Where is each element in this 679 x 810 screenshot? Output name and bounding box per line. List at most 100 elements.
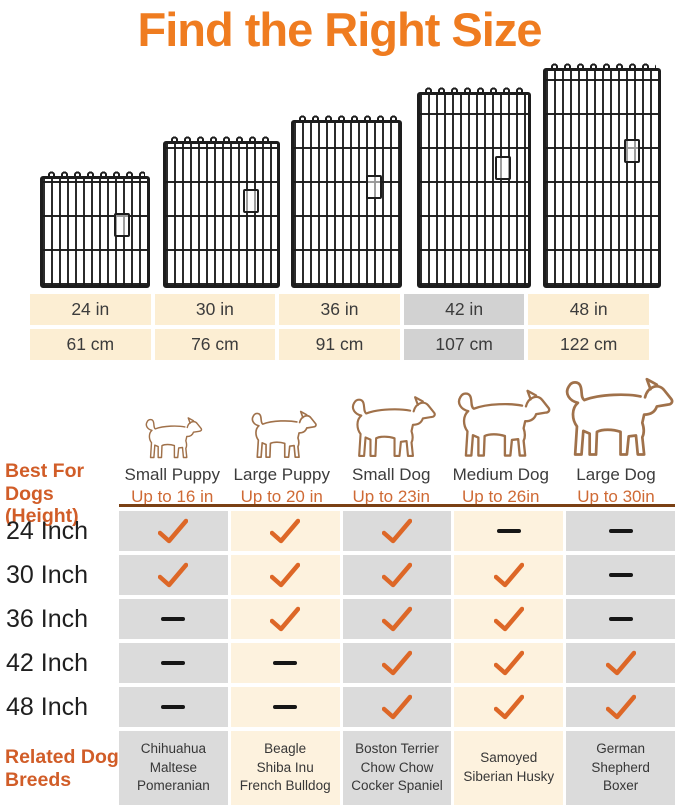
dog-name-label: Large Dog: [576, 465, 656, 484]
matrix-cell-dash: [230, 643, 340, 683]
check-icon: [493, 606, 524, 632]
size-cell-inches: 42 in: [403, 294, 525, 325]
matrix-row: [119, 555, 675, 595]
size-row-inches: 24 in 30 in 36 in 42 in 48 in: [30, 294, 649, 325]
check-icon: [381, 518, 412, 544]
dog-name-label: Medium Dog: [452, 465, 549, 484]
size-cell-inches: 30 in: [154, 294, 276, 325]
matrix-cell-check: [230, 555, 340, 595]
row-label-48-inch: 48 Inch: [6, 692, 89, 721]
dog-outline-icon: [246, 406, 318, 461]
matrix-cell-check: [119, 555, 228, 595]
check-icon: [381, 650, 412, 676]
dog-name-label: Small Dog: [352, 465, 431, 484]
dog-height-label: Up to 26in: [462, 487, 540, 506]
dog-column: Small Puppy Up to 16 in: [119, 370, 226, 507]
breed-cell: Chihuahua Maltese Pomeranian: [119, 731, 228, 805]
dog-height-label: Up to 30in: [577, 487, 655, 506]
dog-outline-icon: [345, 390, 437, 461]
matrix-row: [119, 511, 675, 551]
dog-size-header: Small Puppy Up to 16 in Large Puppy Up to 2…: [119, 370, 675, 506]
crate-image-2: [163, 135, 280, 288]
matrix-cell-check: [454, 555, 564, 595]
matrix-row: [119, 687, 675, 727]
dog-height-label: Up to 20 in: [240, 487, 323, 506]
dog-column: Large Dog Up to 30in: [557, 370, 675, 507]
dog-column: Large Puppy Up to 20 in: [229, 370, 336, 507]
size-cell-inches: 24 in: [30, 294, 151, 325]
fit-matrix: [119, 511, 675, 731]
crate-image-5: [543, 62, 661, 288]
check-icon: [381, 694, 412, 720]
dash-icon: [161, 660, 186, 666]
check-icon: [270, 562, 301, 588]
matrix-cell-check: [342, 555, 452, 595]
check-icon: [605, 694, 636, 720]
dog-height-label: Up to 23in: [352, 487, 431, 506]
size-cell-cm: 76 cm: [154, 329, 276, 360]
size-cell-cm: 91 cm: [279, 329, 400, 360]
dash-icon: [161, 704, 186, 710]
breed-cell: German Shepherd Boxer: [566, 731, 675, 805]
matrix-cell-check: [119, 511, 228, 551]
best-for-dogs-label: Best For Dogs (Height): [5, 460, 85, 528]
dash-icon: [161, 616, 186, 622]
check-icon: [158, 562, 189, 588]
matrix-row: [119, 643, 675, 683]
matrix-cell-dash: [119, 643, 228, 683]
header-divider-line: [119, 504, 675, 507]
matrix-row: [119, 599, 675, 639]
check-icon: [493, 650, 524, 676]
matrix-cell-check: [230, 511, 340, 551]
matrix-cell-dash: [566, 555, 675, 595]
dog-height-label: Up to 16 in: [131, 487, 214, 506]
size-cell-inches: 48 in: [528, 294, 649, 325]
check-icon: [158, 518, 189, 544]
dash-icon: [273, 660, 298, 666]
breed-cell: Samoyed Siberian Husky: [454, 731, 564, 805]
row-label-30-inch: 30 Inch: [6, 560, 89, 589]
dog-column: Small Dog Up to 23in: [338, 370, 445, 507]
breed-cell: Boston Terrier Chow Chow Cocker Spaniel: [342, 731, 452, 805]
related-breeds-label: Related Dog Breeds: [5, 746, 119, 791]
matrix-cell-dash: [566, 511, 675, 551]
matrix-cell-dash: [119, 599, 228, 639]
dog-outline-icon: [450, 383, 552, 461]
dog-outline-icon: [141, 413, 203, 461]
check-icon: [493, 694, 524, 720]
check-icon: [270, 606, 301, 632]
size-cell-cm: 122 cm: [528, 329, 649, 360]
matrix-cell-check: [230, 599, 340, 639]
page-title: Find the Right Size: [137, 3, 543, 56]
crate-image-4: [417, 86, 531, 288]
check-icon: [270, 518, 301, 544]
row-label-42-inch: 42 Inch: [6, 648, 89, 677]
check-icon: [381, 562, 412, 588]
row-label-36-inch: 36 Inch: [6, 604, 89, 633]
matrix-cell-check: [454, 687, 564, 727]
crate-image-3: [291, 114, 402, 288]
matrix-cell-check: [566, 643, 675, 683]
matrix-cell-check: [342, 643, 452, 683]
breeds-row: Chihuahua Maltese Pomeranian Beagle Shiba…: [119, 731, 675, 805]
dash-icon: [608, 528, 633, 534]
matrix-cell-check: [454, 643, 564, 683]
matrix-cell-dash: [230, 687, 340, 727]
matrix-cell-dash: [119, 687, 228, 727]
check-icon: [381, 606, 412, 632]
matrix-cell-check: [566, 687, 675, 727]
matrix-cell-check: [342, 511, 452, 551]
matrix-cell-check: [342, 599, 452, 639]
check-icon: [493, 562, 524, 588]
row-label-24-inch: 24 Inch: [6, 516, 89, 545]
dog-name-label: Small Puppy: [124, 465, 220, 484]
dash-icon: [496, 528, 521, 534]
size-row-cm: 61 cm 76 cm 91 cm 107 cm 122 cm: [30, 329, 649, 360]
matrix-cell-check: [454, 599, 564, 639]
dog-name-label: Large Puppy: [233, 465, 330, 484]
crate-image-1: [40, 170, 150, 288]
breed-cell: Beagle Shiba Inu French Bulldog: [230, 731, 340, 805]
matrix-cell-check: [342, 687, 452, 727]
size-cell-cm: 107 cm: [403, 329, 525, 360]
